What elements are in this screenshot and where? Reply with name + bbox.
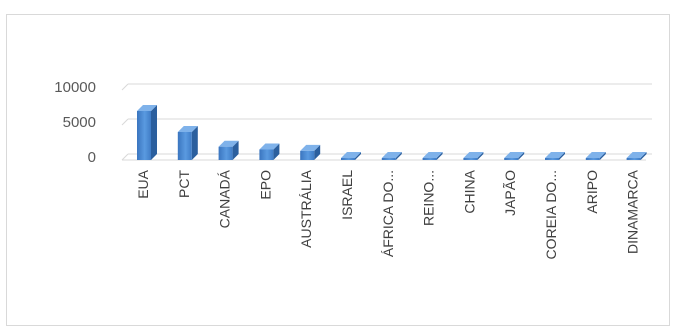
x-axis: EUA PCT CANADÁ EPO AUSTRÁLIA ISRAEL ÁFRICA DO.… bbox=[135, 169, 641, 259]
bar-top bbox=[585, 152, 606, 158]
bar bbox=[300, 144, 321, 160]
bar-side bbox=[355, 152, 361, 160]
bar-top bbox=[341, 152, 361, 158]
bar-front bbox=[218, 146, 233, 160]
bar bbox=[504, 152, 525, 160]
bar-side bbox=[314, 144, 321, 160]
bar-front bbox=[585, 158, 600, 160]
x-tick-label: DINAMARCA bbox=[625, 169, 641, 254]
chart-area bbox=[6, 14, 670, 326]
bar-front bbox=[300, 150, 315, 160]
bars bbox=[137, 105, 647, 160]
x-tick-label: EUA bbox=[135, 169, 151, 198]
bar-front bbox=[381, 158, 396, 160]
bar bbox=[177, 126, 198, 160]
bar bbox=[137, 105, 157, 160]
bar-front bbox=[545, 158, 559, 160]
bar-front bbox=[137, 111, 151, 160]
x-tick-label: PCT bbox=[176, 170, 192, 198]
bar-top bbox=[422, 152, 443, 158]
bar-front bbox=[504, 158, 519, 160]
x-tick-label: REINO... bbox=[421, 170, 437, 226]
gridline-depth bbox=[121, 83, 129, 91]
x-tick-label: AUSTRÁLIA bbox=[298, 169, 314, 247]
bar-front bbox=[259, 149, 274, 160]
bar-top bbox=[545, 152, 565, 158]
x-tick-label: ARIPO bbox=[584, 170, 600, 214]
y-tick-label: 10000 bbox=[54, 79, 96, 96]
y-tick-label: 0 bbox=[88, 149, 96, 166]
x-tick-label: JAPÃO bbox=[502, 170, 518, 216]
bar-top bbox=[177, 126, 198, 132]
bar-top bbox=[218, 140, 239, 147]
bar-front bbox=[341, 158, 355, 160]
x-tick-label: CHINA bbox=[461, 169, 477, 213]
bar-side bbox=[232, 140, 239, 160]
bar-side bbox=[599, 152, 606, 160]
gridlines bbox=[121, 83, 652, 161]
bar-front bbox=[177, 132, 192, 160]
bar-top bbox=[137, 105, 157, 111]
bar-side bbox=[191, 126, 198, 160]
bar-top bbox=[300, 144, 321, 151]
x-tick-label: ÁFRICA DO... bbox=[380, 170, 396, 257]
bar bbox=[585, 152, 606, 160]
bar-front bbox=[422, 158, 437, 160]
bar-top bbox=[504, 152, 525, 158]
y-tick-label: 5000 bbox=[63, 114, 96, 131]
gridline-depth bbox=[121, 153, 129, 161]
bar bbox=[259, 143, 280, 160]
gridline-depth bbox=[121, 118, 129, 126]
bar-side bbox=[151, 105, 157, 160]
bar-top bbox=[381, 152, 402, 158]
x-tick-label: ISRAEL bbox=[339, 170, 355, 220]
bar-side bbox=[477, 152, 484, 160]
bar bbox=[545, 152, 565, 160]
y-axis: 0 5000 10000 bbox=[54, 79, 96, 166]
x-tick-label: EPO bbox=[257, 170, 273, 200]
bar bbox=[218, 140, 239, 160]
x-tick-label: CANADÁ bbox=[217, 169, 233, 228]
bar bbox=[341, 152, 361, 160]
bar-side bbox=[273, 143, 280, 160]
bar-front bbox=[626, 158, 641, 160]
bar-top bbox=[463, 152, 484, 158]
bar bbox=[626, 152, 647, 160]
bar bbox=[381, 152, 402, 160]
bar-side bbox=[518, 152, 525, 160]
bar-side bbox=[559, 152, 565, 160]
bar-side bbox=[395, 152, 402, 160]
bar-top bbox=[259, 143, 280, 150]
bar bbox=[463, 152, 484, 160]
x-tick-label: COREIA DO... bbox=[543, 170, 559, 259]
bar-side bbox=[436, 152, 443, 160]
bar-side bbox=[640, 152, 647, 160]
bar-front bbox=[463, 158, 478, 160]
bar-top bbox=[626, 152, 647, 158]
bar bbox=[422, 152, 443, 160]
